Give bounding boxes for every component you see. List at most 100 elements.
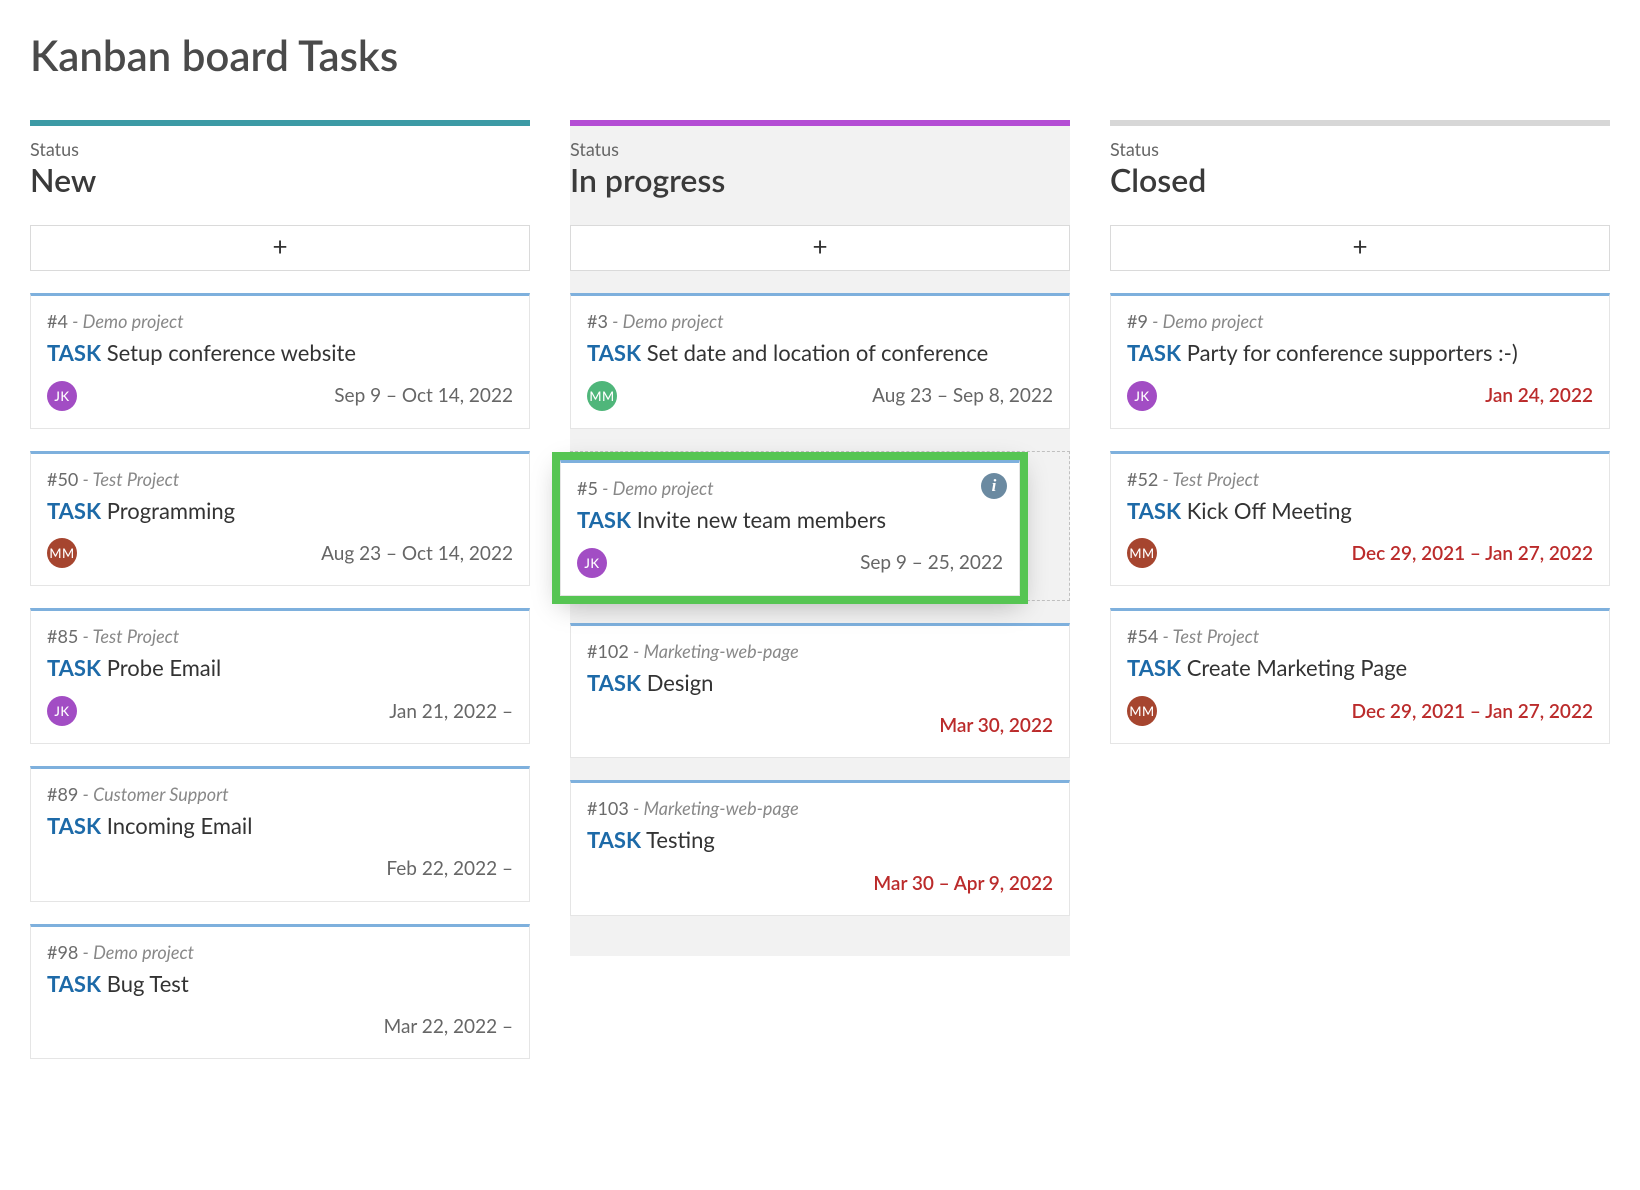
task-type-label: TASK bbox=[1127, 654, 1181, 681]
card-meta: #102 - Marketing-web-page bbox=[587, 640, 1053, 662]
task-title-text: Probe Email bbox=[107, 654, 222, 681]
task-card[interactable]: #3 - Demo projectTASK Set date and locat… bbox=[570, 293, 1070, 429]
task-type-label: TASK bbox=[47, 497, 101, 524]
card-title: TASK Kick Off Meeting bbox=[1127, 496, 1593, 526]
card-meta: #52 - Test Project bbox=[1127, 468, 1593, 490]
avatar: MM bbox=[1127, 538, 1157, 568]
task-id: #9 bbox=[1127, 310, 1148, 332]
task-card[interactable]: #52 - Test Project TASK Kick Off Meeting M… bbox=[1110, 451, 1610, 587]
task-card[interactable]: #98 - Demo project TASK Bug Test Mar 22, 2… bbox=[30, 924, 530, 1060]
card-title: TASK Create Marketing Page bbox=[1127, 653, 1593, 683]
project-name: - Demo project bbox=[83, 941, 194, 963]
card-title: TASK Bug Test bbox=[47, 969, 513, 999]
task-type-label: TASK bbox=[47, 339, 101, 366]
task-title-text: Setup conference website bbox=[107, 339, 356, 366]
task-id: #54 bbox=[1127, 625, 1158, 647]
info-icon[interactable]: i bbox=[981, 473, 1007, 499]
card-footer: Feb 22, 2022 – bbox=[47, 853, 513, 885]
card-footer: MMAug 23 – Oct 14, 2022 bbox=[47, 537, 513, 569]
task-id: #102 bbox=[587, 640, 629, 662]
page-title: Kanban board Tasks bbox=[30, 30, 1610, 80]
card-title: TASK Testing bbox=[587, 825, 1053, 855]
task-title-text: Bug Test bbox=[107, 970, 189, 997]
card-meta: #103 - Marketing-web-page bbox=[587, 797, 1053, 819]
avatar: MM bbox=[47, 538, 77, 568]
date-range: Aug 23 – Sep 8, 2022 bbox=[617, 384, 1053, 407]
task-card[interactable]: #103 - Marketing-web-pageTASK TestingMar… bbox=[570, 780, 1070, 916]
task-type-label: TASK bbox=[587, 826, 641, 853]
task-card[interactable]: #50 - Test ProjectTASK ProgrammingMMAug … bbox=[30, 451, 530, 587]
date-range: Feb 22, 2022 – bbox=[77, 857, 513, 880]
date-range: Aug 23 – Oct 14, 2022 bbox=[77, 542, 513, 565]
date-range: Mar 30, 2022 bbox=[617, 714, 1053, 737]
task-id: #85 bbox=[47, 625, 78, 647]
column-stripe bbox=[30, 120, 530, 126]
card-list: #9 - Demo project TASK Party for conferen… bbox=[1110, 293, 1610, 744]
task-id: #52 bbox=[1127, 468, 1158, 490]
card-title: TASK Party for conference supporters :-) bbox=[1127, 338, 1593, 368]
card-meta: #89 - Customer Support bbox=[47, 783, 513, 805]
task-card[interactable]: #85 - Test ProjectTASK Probe EmailJKJan … bbox=[30, 608, 530, 744]
card-footer: JKSep 9 – 25, 2022 bbox=[577, 547, 1003, 579]
avatar: MM bbox=[587, 381, 617, 411]
card-footer: Mar 30, 2022 bbox=[587, 709, 1053, 741]
task-card[interactable]: #102 - Marketing-web-page TASK Design Mar … bbox=[570, 623, 1070, 759]
card-meta: #98 - Demo project bbox=[47, 941, 513, 963]
task-id: #103 bbox=[587, 797, 629, 819]
task-type-label: TASK bbox=[47, 812, 101, 839]
project-name: - Test Project bbox=[1163, 468, 1260, 490]
project-name: - Test Project bbox=[1163, 625, 1260, 647]
avatar: MM bbox=[1127, 696, 1157, 726]
date-range: Jan 21, 2022 – bbox=[77, 700, 513, 723]
task-card[interactable]: #4 - Demo project TASK Setup conference w… bbox=[30, 293, 530, 429]
avatar: JK bbox=[47, 381, 77, 411]
task-title-text: Kick Off Meeting bbox=[1187, 497, 1352, 524]
task-type-label: TASK bbox=[587, 669, 641, 696]
column-status-label: Status bbox=[570, 138, 1070, 160]
task-id: #98 bbox=[47, 941, 78, 963]
task-title-text: Party for conference supporters :-) bbox=[1187, 339, 1518, 366]
task-id: #3 bbox=[587, 310, 608, 332]
task-title-text: Testing bbox=[646, 826, 715, 853]
task-id: #89 bbox=[47, 783, 78, 805]
task-type-label: TASK bbox=[587, 339, 641, 366]
project-name: - Marketing-web-page bbox=[633, 640, 799, 662]
add-card-button[interactable]: + bbox=[1110, 225, 1610, 271]
project-name: - Demo project bbox=[72, 310, 183, 332]
avatar: JK bbox=[1127, 381, 1157, 411]
task-type-label: TASK bbox=[1127, 339, 1181, 366]
project-name: - Test Project bbox=[83, 468, 180, 490]
task-card[interactable]: #89 - Customer Support TASK Incoming Emai… bbox=[30, 766, 530, 902]
column-closed: StatusClosed+#9 - Demo projectTASK Party… bbox=[1110, 120, 1610, 744]
card-meta: #4 - Demo project bbox=[47, 310, 513, 332]
card-footer: MMDec 29, 2021 – Jan 27, 2022 bbox=[1127, 695, 1593, 727]
card-footer: JKJan 24, 2022 bbox=[1127, 380, 1593, 412]
project-name: - Demo project bbox=[1152, 310, 1263, 332]
project-name: - Demo project bbox=[612, 310, 723, 332]
card-title: TASK Invite new team members bbox=[577, 505, 1003, 535]
column-title: Closed bbox=[1110, 160, 1610, 199]
task-card[interactable]: #9 - Demo project TASK Party for conferen… bbox=[1110, 293, 1610, 429]
column-title: In progress bbox=[570, 160, 1070, 199]
add-card-button[interactable]: + bbox=[30, 225, 530, 271]
card-list: #3 - Demo projectTASK Set date and locat… bbox=[570, 293, 1070, 916]
card-title: TASK Probe Email bbox=[47, 653, 513, 683]
column-status-label: Status bbox=[30, 138, 530, 160]
card-meta: #5 - Demo project bbox=[577, 477, 1003, 499]
card-title: TASK Incoming Email bbox=[47, 811, 513, 841]
task-card[interactable]: #5 - Demo project TASK Invite new team me… bbox=[560, 460, 1020, 596]
task-title-text: Invite new team members bbox=[637, 506, 886, 533]
card-title: TASK Design bbox=[587, 668, 1053, 698]
card-meta: #9 - Demo project bbox=[1127, 310, 1593, 332]
column-new: StatusNew+#4 - Demo projectTASK Setup co… bbox=[30, 120, 530, 1059]
date-range: Dec 29, 2021 – Jan 27, 2022 bbox=[1157, 700, 1593, 723]
date-range: Dec 29, 2021 – Jan 27, 2022 bbox=[1157, 542, 1593, 565]
task-card[interactable]: #54 - Test Project TASK Create Marketing … bbox=[1110, 608, 1610, 744]
avatar: JK bbox=[47, 696, 77, 726]
task-title-text: Create Marketing Page bbox=[1187, 654, 1407, 681]
project-name: - Customer Support bbox=[83, 783, 229, 805]
task-id: #50 bbox=[47, 468, 78, 490]
card-footer: JKJan 21, 2022 – bbox=[47, 695, 513, 727]
add-card-button[interactable]: + bbox=[570, 225, 1070, 271]
date-range: Mar 22, 2022 – bbox=[77, 1015, 513, 1038]
